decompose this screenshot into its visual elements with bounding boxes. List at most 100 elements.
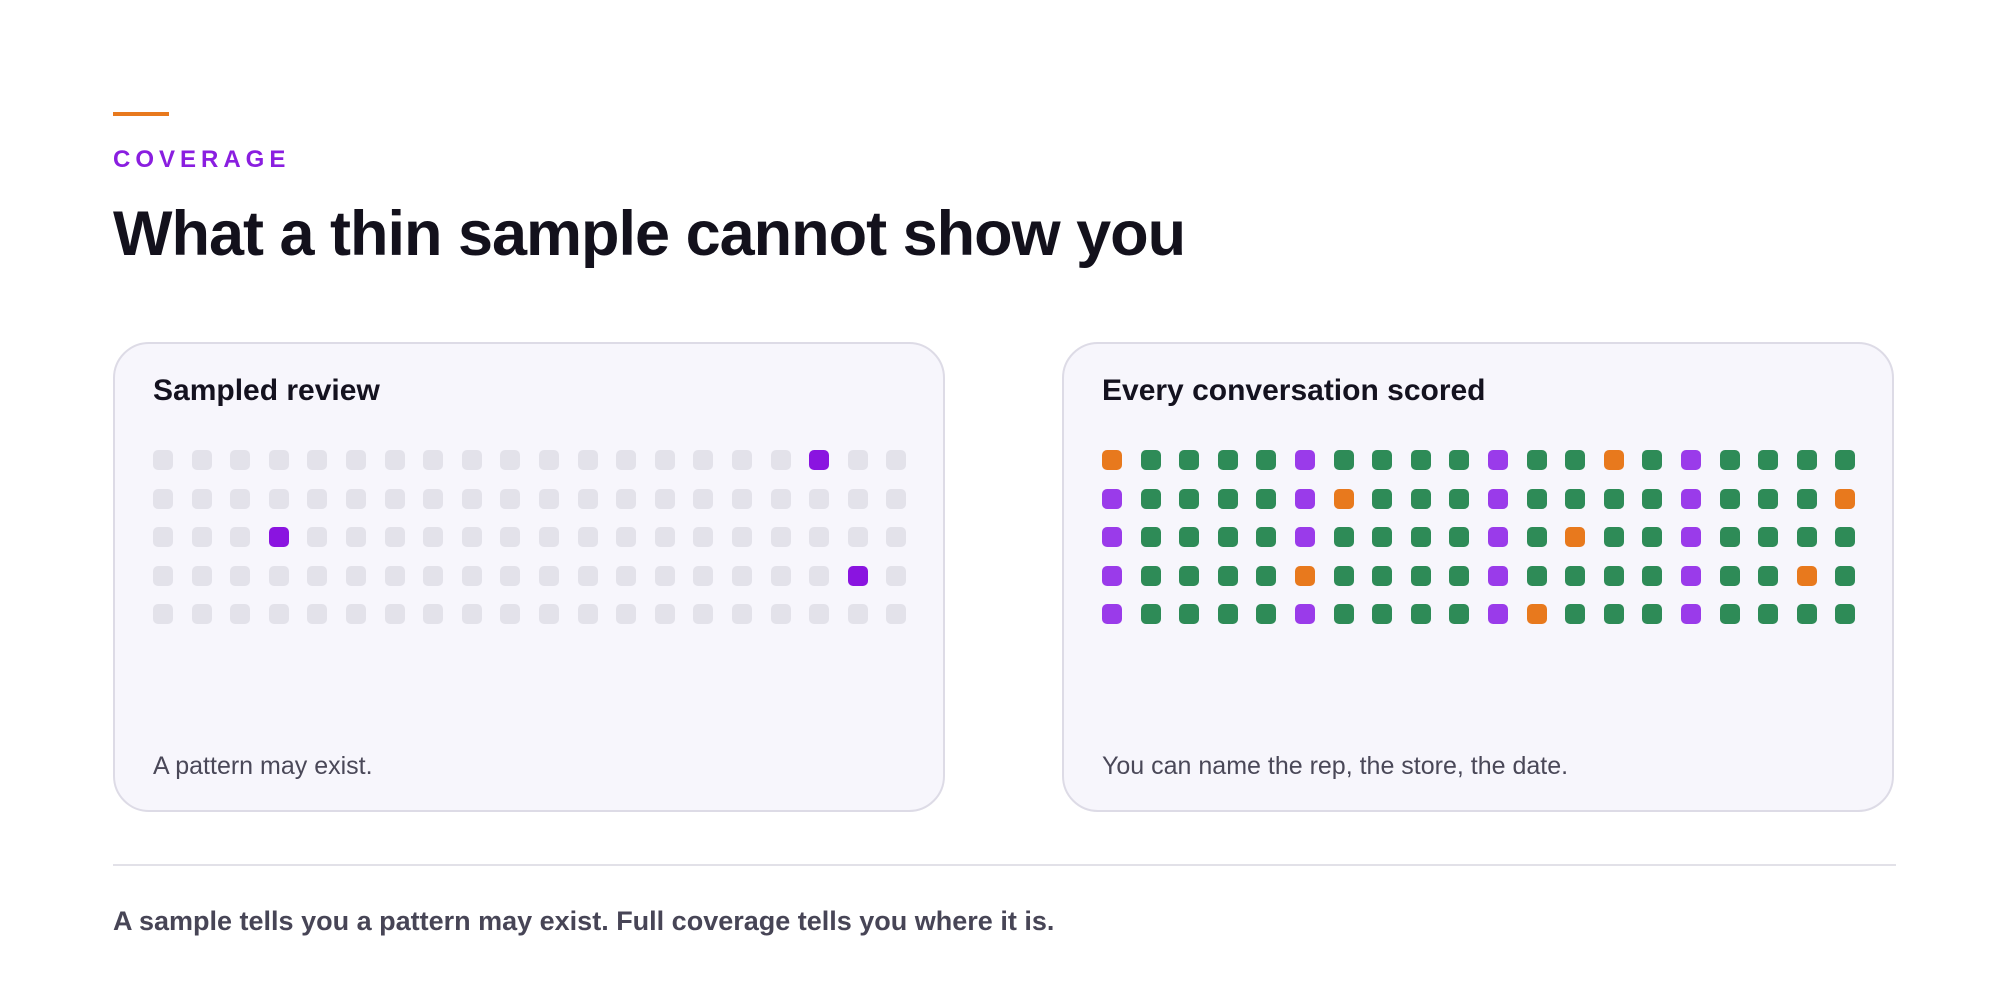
conversation-dot — [1488, 488, 1508, 509]
conversation-dot — [732, 565, 752, 586]
conversation-dot — [1488, 604, 1508, 624]
conversation-dot — [1526, 450, 1547, 470]
conversation-dot — [1681, 450, 1701, 470]
eyebrow: COVERAGE — [113, 146, 291, 173]
conversation-dot — [1526, 488, 1547, 509]
conversation-dot — [1372, 450, 1393, 470]
conversation-dot — [1179, 604, 1200, 624]
conversation-dot — [1642, 565, 1663, 586]
conversation-dot — [654, 450, 675, 470]
conversation-dot — [732, 527, 752, 547]
conversation-dot — [1642, 527, 1663, 547]
conversation-dot — [1835, 527, 1856, 547]
conversation-dot — [461, 565, 482, 586]
conversation-dot — [1796, 604, 1817, 624]
conversation-dot — [1719, 527, 1740, 547]
conversation-dot — [307, 527, 328, 547]
conversation-dot — [654, 604, 675, 624]
conversation-dot — [1372, 527, 1393, 547]
conversation-dot — [346, 604, 366, 624]
card-title: Every conversation scored — [1102, 374, 1486, 407]
conversation-dot — [230, 565, 251, 586]
conversation-dot — [153, 450, 173, 470]
conversation-dot — [230, 488, 251, 509]
conversation-dot — [307, 604, 328, 624]
conversation-dot — [1333, 450, 1354, 470]
conversation-dot — [1256, 488, 1277, 509]
conversation-dot — [847, 527, 868, 547]
conversation-dot — [1140, 604, 1161, 624]
conversation-dot — [384, 488, 405, 509]
conversation-dot — [770, 604, 791, 624]
conversation-dot — [1102, 450, 1122, 470]
conversation-dot — [1449, 488, 1470, 509]
conversation-dot — [268, 488, 289, 509]
conversation-dot — [153, 488, 173, 509]
conversation-dot — [1140, 450, 1161, 470]
conversation-dot — [1372, 488, 1393, 509]
conversation-dot — [886, 450, 907, 470]
conversation-dot — [307, 488, 328, 509]
conversation-dot — [423, 450, 444, 470]
page-title: What a thin sample cannot show you — [113, 199, 1186, 269]
conversation-dot — [1603, 450, 1624, 470]
conversation-dot — [1488, 565, 1508, 586]
conversation-dot — [1565, 527, 1586, 547]
conversation-dot — [500, 488, 521, 509]
conversation-dot — [1179, 565, 1200, 586]
conversation-dot — [847, 604, 868, 624]
conversation-dot — [1410, 450, 1431, 470]
conversation-dot — [847, 488, 868, 509]
conversation-dot — [1681, 488, 1701, 509]
conversation-dot — [847, 565, 868, 586]
conversation-dot — [500, 527, 521, 547]
conversation-dot — [1256, 527, 1277, 547]
conversation-dot — [539, 565, 559, 586]
conversation-dot — [500, 604, 521, 624]
conversation-dot — [423, 488, 444, 509]
conversation-dot — [1796, 450, 1817, 470]
conversation-dot — [346, 488, 366, 509]
conversation-dot — [886, 565, 907, 586]
conversation-dot — [1603, 565, 1624, 586]
conversation-dot — [886, 527, 907, 547]
conversation-dot — [1256, 450, 1277, 470]
conversation-dot — [1217, 488, 1238, 509]
conversation-dot — [1526, 565, 1547, 586]
conversation-dot — [191, 450, 212, 470]
conversation-dot — [230, 450, 251, 470]
conversation-dot — [1140, 565, 1161, 586]
conversation-dot — [384, 527, 405, 547]
conversation-dot — [1217, 604, 1238, 624]
conversation-dot — [1140, 488, 1161, 509]
conversation-dot — [191, 488, 212, 509]
conversation-dot — [1565, 488, 1586, 509]
conversation-dot — [1410, 488, 1431, 509]
conversation-dot — [770, 450, 791, 470]
conversation-dot — [461, 527, 482, 547]
conversation-dot — [1410, 565, 1431, 586]
conversation-dot — [384, 565, 405, 586]
conversation-dot — [1526, 604, 1547, 624]
conversation-dot — [616, 450, 637, 470]
conversation-dot — [770, 527, 791, 547]
conversation-dot — [1488, 450, 1508, 470]
conversation-dot — [1372, 565, 1393, 586]
conversation-dot — [384, 450, 405, 470]
conversation-dot — [732, 488, 752, 509]
conversation-dot — [1719, 450, 1740, 470]
conversation-dot — [230, 527, 251, 547]
conversation-dot — [1410, 604, 1431, 624]
conversation-dot — [1217, 450, 1238, 470]
conversation-dot — [230, 604, 251, 624]
conversation-dot — [1835, 450, 1856, 470]
conversation-dot — [1642, 450, 1663, 470]
conversation-dot — [191, 604, 212, 624]
conversation-dot — [1796, 565, 1817, 586]
conversation-dot — [1140, 527, 1161, 547]
conversation-dot — [1642, 488, 1663, 509]
conversation-dot — [307, 450, 328, 470]
conversation-dot — [1758, 450, 1779, 470]
card-caption: You can name the rep, the store, the dat… — [1102, 752, 1569, 780]
conversation-dot — [1217, 527, 1238, 547]
